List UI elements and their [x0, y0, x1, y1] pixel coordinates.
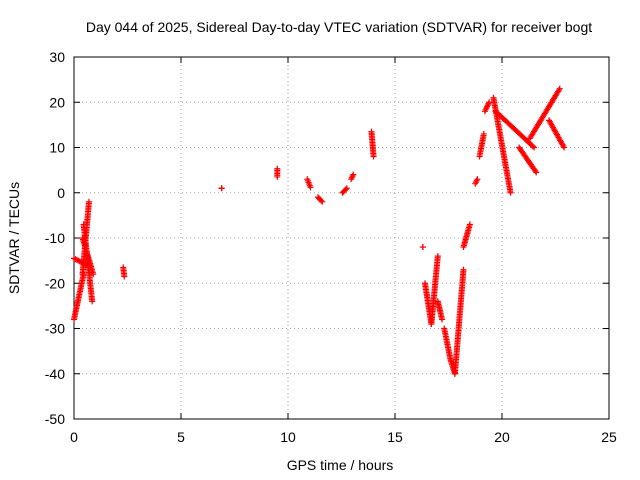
y-tick-label: -20	[45, 275, 65, 291]
data-point	[350, 171, 357, 178]
data-point	[307, 184, 314, 191]
data-point	[89, 298, 96, 305]
y-tick-label: 0	[57, 185, 65, 201]
data-point	[439, 316, 446, 323]
data-point	[342, 186, 349, 193]
data-points	[71, 85, 568, 377]
data-point	[460, 266, 467, 273]
x-tick-label: 25	[601, 429, 617, 445]
data-point	[533, 169, 540, 176]
y-axis-label: SDTVAR / TECUs	[6, 182, 22, 294]
y-tick-label: 20	[49, 94, 65, 110]
x-tick-label: 10	[280, 429, 296, 445]
data-point	[507, 189, 514, 196]
chart-title: Day 044 of 2025, Sidereal Day-to-day VTE…	[86, 19, 592, 35]
x-tick-label: 0	[70, 429, 78, 445]
data-point	[218, 185, 225, 192]
data-point	[85, 198, 92, 205]
data-point	[555, 87, 562, 94]
data-point	[370, 153, 377, 160]
data-point	[121, 273, 128, 280]
data-point	[529, 143, 536, 150]
y-tick-label: -10	[45, 230, 65, 246]
data-point	[434, 253, 441, 260]
data-point	[532, 168, 539, 175]
data-point	[274, 165, 281, 172]
data-point	[531, 144, 538, 151]
y-tick-label: -40	[45, 366, 65, 382]
data-point	[480, 130, 487, 137]
x-axis-label: GPS time / hours	[287, 457, 394, 473]
plot-frame	[73, 56, 610, 420]
y-tick-label: -30	[45, 321, 65, 337]
data-point	[556, 85, 563, 92]
y-tick-label: -50	[45, 411, 65, 427]
data-point	[90, 271, 97, 278]
data-point	[486, 99, 493, 106]
data-point	[319, 198, 326, 205]
data-point	[318, 197, 325, 204]
y-tick-label: 30	[49, 49, 65, 65]
y-tick-label: 10	[49, 140, 65, 156]
x-tick-label: 20	[494, 429, 510, 445]
data-point	[561, 144, 568, 151]
data-point	[343, 185, 350, 192]
x-axis-tick-labels: 0 5 10 15 20 25	[70, 429, 617, 445]
x-tick-label: 5	[177, 429, 185, 445]
data-point	[419, 244, 426, 251]
grid	[74, 57, 609, 419]
x-tick-label: 15	[387, 429, 403, 445]
data-point	[466, 221, 473, 228]
y-axis-tick-labels: 30 20 10 0 -10 -20 -30 -40 -50	[45, 49, 65, 427]
data-point	[474, 176, 481, 183]
